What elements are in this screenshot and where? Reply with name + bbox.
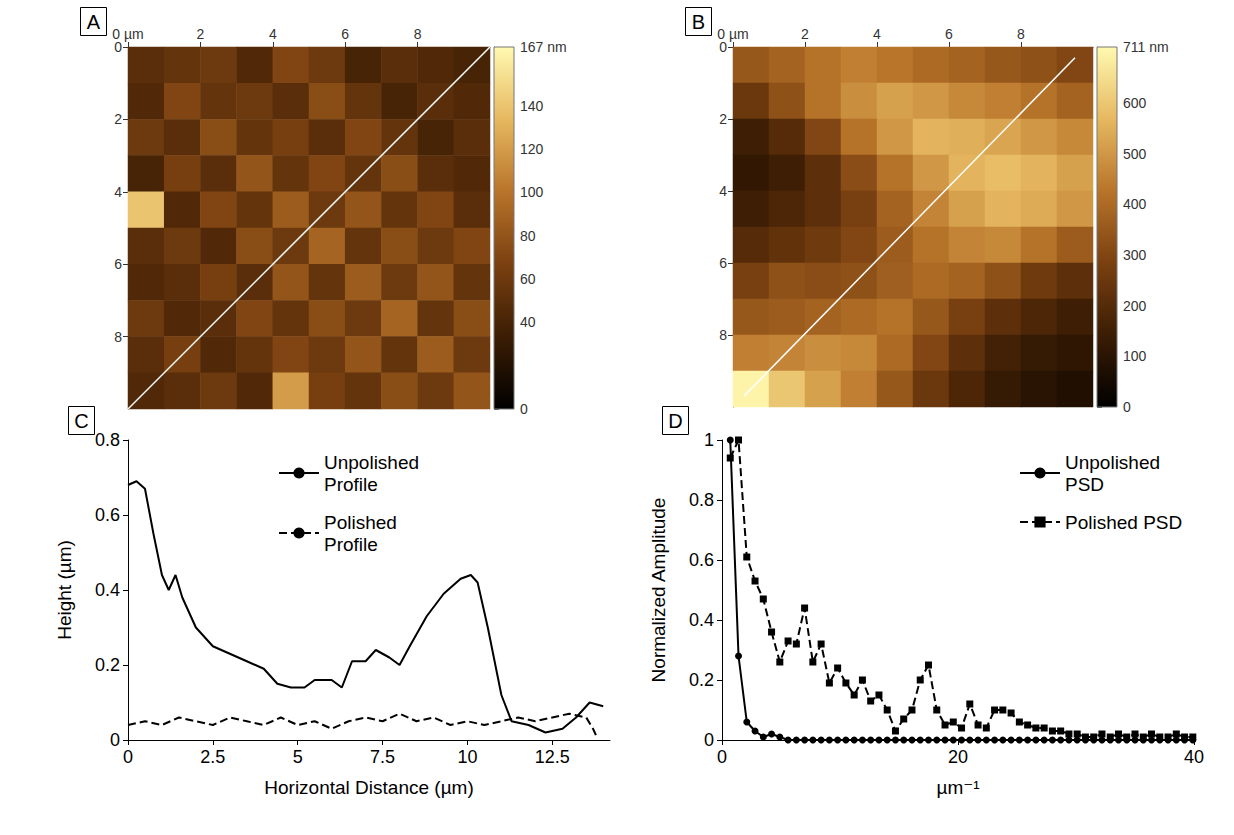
svg-text:0.4: 0.4 [95,580,120,600]
svg-text:2: 2 [719,111,727,127]
svg-text:Normalized Amplitude: Normalized Amplitude [648,498,669,683]
svg-text:2: 2 [197,26,205,42]
svg-text:60: 60 [520,271,536,287]
svg-text:Polished: Polished [324,512,397,533]
svg-text:8: 8 [719,327,727,343]
svg-text:0.6: 0.6 [689,550,714,570]
svg-text:C: C [74,410,88,432]
svg-text:4: 4 [114,184,122,200]
svg-text:10: 10 [457,747,477,767]
svg-text:8: 8 [1017,26,1025,42]
svg-text:2: 2 [801,26,809,42]
svg-text:0: 0 [520,401,528,417]
svg-text:Horizontal Distance (µm): Horizontal Distance (µm) [264,777,473,798]
svg-text:140: 140 [520,98,544,114]
svg-text:4: 4 [719,183,727,199]
svg-text:400: 400 [1123,196,1147,212]
svg-text:500: 500 [1123,146,1147,162]
svg-text:D: D [668,410,682,432]
svg-text:200: 200 [1123,298,1147,314]
svg-text:PSD: PSD [1065,474,1104,495]
svg-text:Height (µm): Height (µm) [54,540,75,640]
svg-text:167 nm: 167 nm [520,39,567,55]
svg-text:6: 6 [945,26,953,42]
svg-text:0: 0 [123,747,133,767]
svg-text:8: 8 [414,26,422,42]
svg-text:0.2: 0.2 [689,670,714,690]
svg-text:0: 0 [717,747,727,767]
svg-text:A: A [87,11,101,33]
svg-text:0: 0 [1123,399,1131,415]
svg-text:7.5: 7.5 [370,747,395,767]
svg-text:0: 0 [719,39,727,55]
svg-text:B: B [692,11,705,33]
svg-text:12.5: 12.5 [535,747,570,767]
svg-text:6: 6 [114,256,122,272]
svg-text:600: 600 [1123,95,1147,111]
svg-text:0 µm: 0 µm [717,26,748,42]
svg-text:Profile: Profile [324,534,378,555]
svg-text:2: 2 [114,111,122,127]
svg-text:120: 120 [520,141,544,157]
svg-text:20: 20 [948,747,968,767]
svg-text:8: 8 [114,329,122,345]
svg-text:4: 4 [873,26,881,42]
svg-text:80: 80 [520,228,536,244]
svg-text:Profile: Profile [324,474,378,495]
svg-text:1: 1 [704,430,714,450]
svg-text:0.4: 0.4 [689,610,714,630]
svg-text:µm⁻¹: µm⁻¹ [936,777,979,798]
svg-text:0.6: 0.6 [95,505,120,525]
svg-text:40: 40 [520,314,536,330]
svg-text:Unpolished: Unpolished [324,452,419,473]
svg-text:Unpolished: Unpolished [1065,452,1160,473]
svg-text:0 µm: 0 µm [112,26,143,42]
svg-text:0: 0 [704,730,714,750]
svg-text:100: 100 [520,184,544,200]
svg-text:300: 300 [1123,247,1147,263]
svg-text:0.8: 0.8 [95,430,120,450]
svg-text:0: 0 [110,730,120,750]
svg-text:2.5: 2.5 [200,747,225,767]
svg-text:0.2: 0.2 [95,655,120,675]
svg-text:6: 6 [341,26,349,42]
svg-text:4: 4 [269,26,277,42]
svg-text:40: 40 [1184,747,1204,767]
svg-text:6: 6 [719,255,727,271]
svg-text:Polished PSD: Polished PSD [1065,512,1182,533]
svg-text:100: 100 [1123,348,1147,364]
svg-text:0.8: 0.8 [689,490,714,510]
svg-text:0: 0 [114,39,122,55]
svg-text:5: 5 [293,747,303,767]
svg-text:711 nm: 711 nm [1123,39,1169,55]
